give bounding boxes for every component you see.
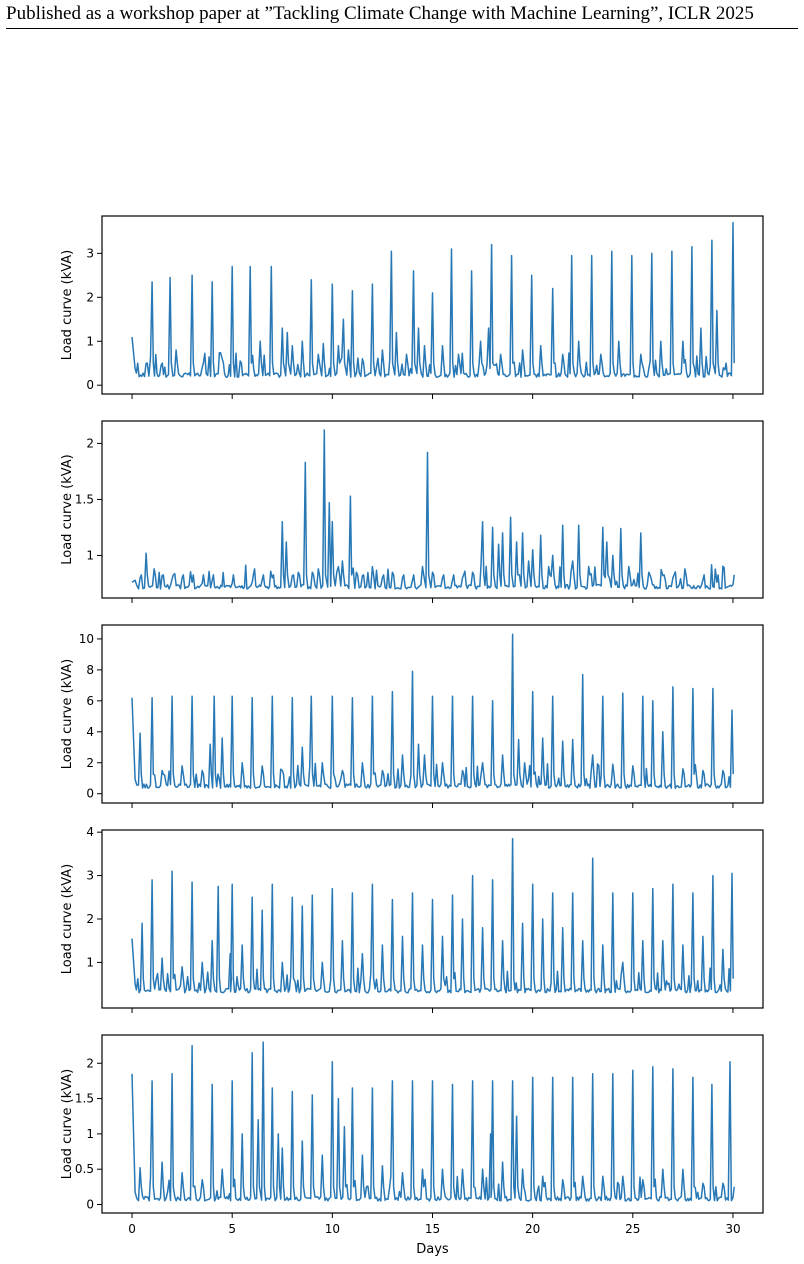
x-tick-label: 5 [228,1222,236,1236]
plot-frame [101,420,764,599]
y-axis-label: Load curve (kVA) [60,250,75,361]
x-tick-label: 15 [425,1222,440,1236]
y-axis-label: Load curve (kVA) [60,659,75,770]
y-tick-label: 3 [86,869,94,883]
y-tick-label: 1 [86,1127,94,1141]
y-tick-label: 0 [86,1198,94,1212]
plot-frame [101,829,764,1009]
y-axis-label: Load curve (kVA) [60,864,75,975]
y-tick-label: 1 [86,548,94,562]
x-tick-label: 0 [128,1222,136,1236]
chart-panel-3: 0 2 4 6 8 10 Load curve (kVA) [60,624,764,808]
y-tick-label: 4 [86,725,94,739]
y-tick-label: 1 [86,955,94,969]
x-axis-label: Days [416,1242,449,1257]
x-tick-label: 30 [725,1222,740,1236]
series-line [131,1041,735,1202]
y-tick-label: 2 [86,290,94,304]
x-tick-label: 20 [525,1222,540,1236]
y-tick-label: 10 [79,632,94,646]
y-tick-label: 2 [86,436,94,450]
y-tick-label: 0.5 [75,1162,94,1176]
chart-panel-4: 1 2 3 4 Load curve (kVA) [60,825,764,1013]
y-tick-label: 6 [86,694,94,708]
y-axis-label: Load curve (kVA) [60,454,75,565]
y-tick-label: 0 [86,787,94,801]
y-tick-label: 2 [86,1056,94,1070]
y-tick-label: 2 [86,912,94,926]
series-line [131,221,735,379]
page-header: Published as a workshop paper at ”Tackli… [6,2,798,29]
series-line [131,429,735,590]
y-tick-label: 3 [86,246,94,260]
chart-panel-2: 1 1.5 2 Load curve (kVA) [60,420,764,603]
y-tick-label: 2 [86,756,94,770]
y-tick-label: 8 [86,663,94,677]
series-line [131,633,734,790]
y-tick-label: 1.5 [75,1092,94,1106]
y-tick-label: 0 [86,378,94,392]
x-tick-label: 10 [325,1222,340,1236]
y-tick-label: 1.5 [75,492,94,506]
x-tick-label: 25 [625,1222,640,1236]
y-axis-label: Load curve (kVA) [60,1069,75,1180]
y-tick-label: 4 [86,825,94,839]
plot-frame [101,215,764,395]
series-line [131,837,734,994]
plot-frame [101,1034,764,1214]
plot-frame [101,624,764,804]
y-tick-label: 1 [86,334,94,348]
chart-panel-1: 0 1 2 3 Load curve (kVA) [60,215,764,399]
